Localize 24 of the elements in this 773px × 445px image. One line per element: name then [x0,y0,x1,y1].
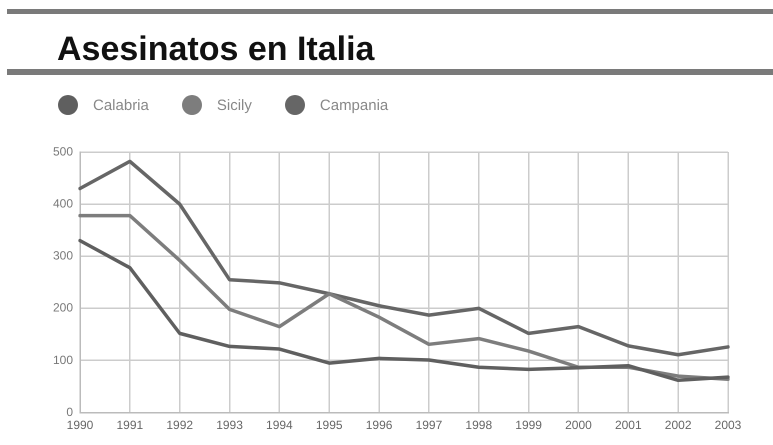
x-tick-label: 1990 [66,418,94,432]
y-tick-label: 400 [52,196,74,210]
x-tick-label: 1995 [316,418,343,432]
x-tick-label: 1997 [416,418,443,432]
x-tick-label: 1992 [166,418,194,432]
legend-label: Campania [320,96,388,114]
y-tick-label: 500 [52,144,74,158]
x-tick-label: 1999 [515,418,542,432]
x-tick-label: 2000 [565,418,592,432]
x-tick-label: 1996 [366,418,393,432]
chart-title: Asesinatos en Italia [57,30,374,69]
x-tick-label: 1991 [116,418,144,432]
y-tick-label: 100 [52,352,74,367]
legend-label: Sicily [216,96,252,114]
x-tick-label: 2003 [714,418,742,432]
x-tick-label: 2001 [614,418,642,432]
y-tick-label: 200 [52,300,74,315]
x-tick-label: 2002 [664,418,692,432]
x-tick-label: 1998 [465,418,492,432]
x-tick-label: 1994 [266,418,294,432]
y-tick-label: 300 [52,248,74,263]
y-tick-label: 0 [66,404,74,419]
x-tick-label: 1993 [216,418,244,432]
legend-label: Calabria [93,96,149,114]
